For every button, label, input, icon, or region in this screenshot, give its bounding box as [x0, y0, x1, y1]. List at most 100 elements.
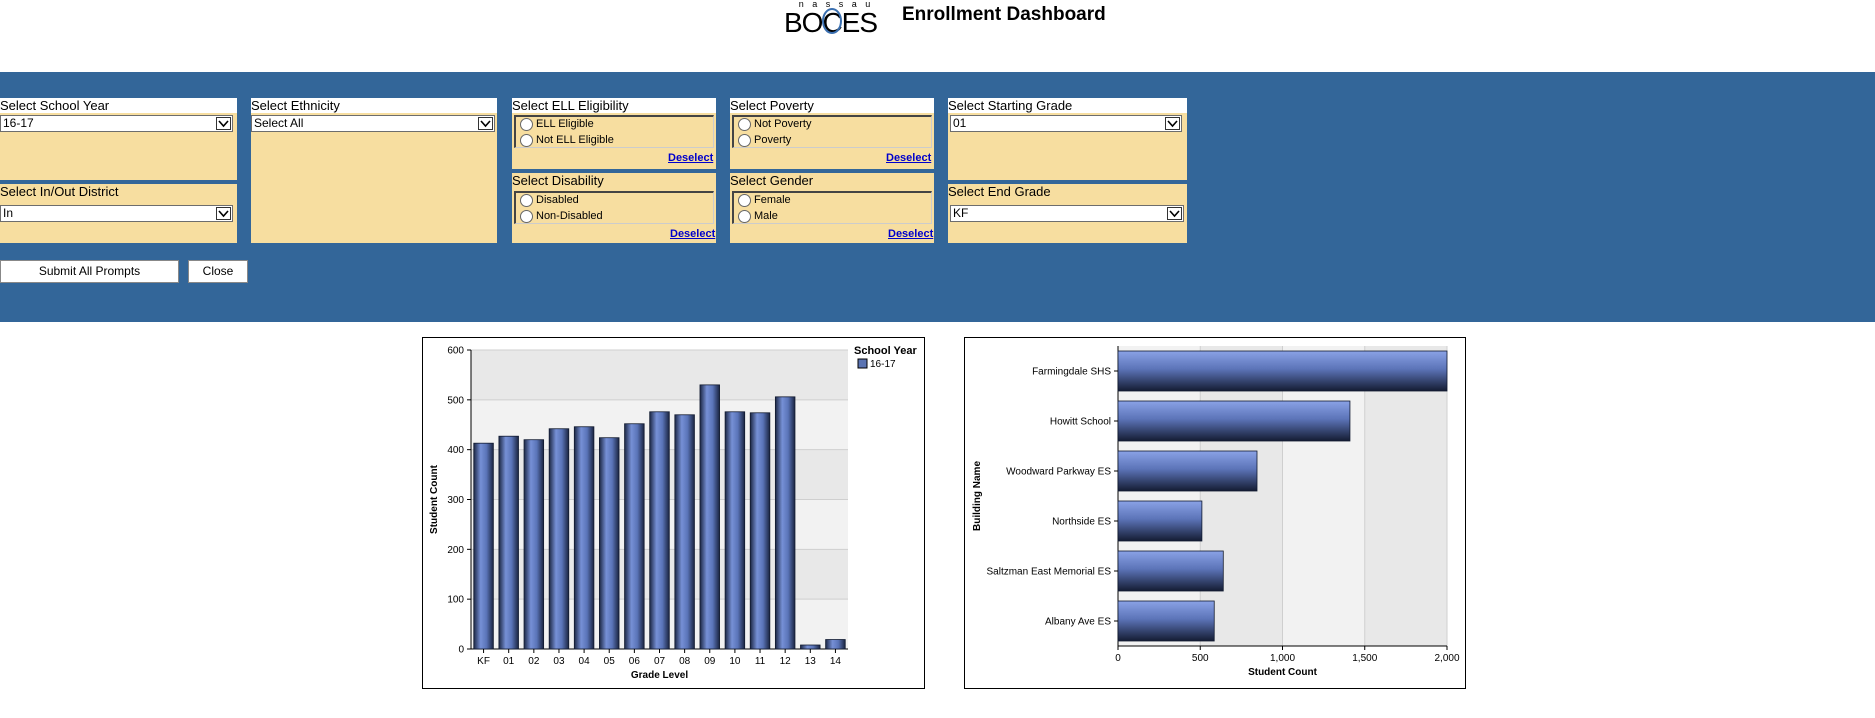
female-option[interactable]: Female	[738, 193, 791, 208]
ethnicity-value: Select All	[254, 116, 304, 130]
plot-band	[471, 350, 848, 400]
ell-options: ELL Eligible Not ELL Eligible	[514, 115, 714, 148]
plot-band	[1118, 346, 1201, 646]
building-chart: 0 500 1,000 1,500 2,000 Farmingdale SHS Howitt…	[964, 337, 1466, 689]
in-out-district-select[interactable]: In	[0, 205, 233, 222]
bar	[573, 426, 595, 650]
not-ell-eligible-option[interactable]: Not ELL Eligible	[520, 133, 614, 148]
x-tick-label: 01	[503, 656, 515, 667]
bar	[800, 644, 821, 650]
gender-label: Select Gender	[730, 169, 934, 188]
y-tick-label: 100	[447, 595, 464, 606]
start-grade-select[interactable]: 01	[950, 115, 1182, 132]
logo-main-text: BOCES	[784, 7, 877, 36]
grade-level-chart: 0 100 200 300 400 500 600 KF 01 02 03 04 05 06 07 08 09 1…	[422, 337, 925, 689]
school-year-select[interactable]: 16-17	[0, 115, 233, 132]
ethnicity-label: Select Ethnicity	[251, 98, 497, 113]
bar	[825, 639, 846, 650]
plot-band	[1282, 346, 1365, 646]
disability-options: Disabled Non-Disabled	[514, 191, 714, 224]
bar	[1117, 350, 1448, 392]
not-poverty-option[interactable]: Not Poverty	[738, 117, 811, 132]
submit-all-prompts-button[interactable]: Submit All Prompts	[0, 260, 179, 283]
legend-swatch	[857, 358, 868, 369]
non-disabled-option[interactable]: Non-Disabled	[520, 209, 603, 224]
x-tick-label: 05	[604, 656, 616, 667]
y-tick-label: Northside ES	[1052, 517, 1111, 528]
y-tick-label: 600	[447, 346, 464, 357]
x-tick-label: 1,000	[1270, 653, 1295, 664]
poverty-label: Select Poverty	[730, 98, 934, 113]
male-option[interactable]: Male	[738, 209, 778, 224]
start-grade-value: 01	[953, 116, 967, 130]
bar	[1117, 550, 1224, 592]
page-header: n a s s a u BOCES Enrollment Dashboard	[0, 0, 1875, 72]
end-grade-value: KF	[953, 206, 969, 220]
close-button[interactable]: Close	[188, 260, 248, 283]
page-title: Enrollment Dashboard	[902, 4, 1106, 25]
bar	[1117, 500, 1203, 542]
chevron-down-icon[interactable]	[1165, 117, 1180, 130]
school-year-label: Select School Year	[0, 98, 237, 113]
radio-icon[interactable]	[520, 193, 533, 207]
y-tick-label: Farmingdale SHS	[1032, 367, 1111, 378]
x-tick-label: 13	[805, 656, 817, 667]
chevron-down-icon[interactable]	[216, 117, 231, 130]
bar	[473, 442, 494, 650]
bar	[548, 428, 570, 650]
end-grade-label: Select End Grade	[948, 180, 1187, 199]
chevron-down-icon[interactable]	[1167, 207, 1182, 220]
radio-icon[interactable]	[738, 117, 751, 131]
ell-deselect-link[interactable]: Deselect	[668, 152, 714, 164]
poverty-option[interactable]: Poverty	[738, 133, 791, 148]
y-tick-label: 200	[447, 545, 464, 556]
gender-deselect-link[interactable]: Deselect	[888, 228, 934, 240]
y-tick-label: 300	[447, 495, 464, 506]
x-tick-label: 02	[528, 656, 540, 667]
disability-label: Select Disability	[512, 169, 716, 188]
y-tick-label: Albany Ave ES	[1045, 617, 1111, 628]
legend-entry: 16-17	[870, 359, 896, 370]
bar	[749, 412, 771, 650]
bar	[1117, 600, 1215, 642]
x-tick-label: 08	[679, 656, 691, 667]
disabled-option[interactable]: Disabled	[520, 193, 579, 208]
x-tick-label: 500	[1192, 653, 1209, 664]
poverty-deselect-link[interactable]: Deselect	[886, 152, 932, 164]
radio-icon[interactable]	[520, 117, 533, 131]
bar	[1117, 400, 1351, 442]
bar	[523, 439, 545, 650]
x-tick-label: 07	[654, 656, 666, 667]
building-chart-svg: 0 500 1,000 1,500 2,000 Farmingdale SHS Howitt…	[972, 346, 1460, 678]
ell-eligible-option[interactable]: ELL Eligible	[520, 117, 594, 132]
bar	[674, 414, 695, 650]
bar	[624, 423, 645, 650]
boces-logo: n a s s a u BOCES	[784, 0, 878, 36]
y-tick-label: Saltzman East Memorial ES	[987, 567, 1112, 578]
y-tick-label: Howitt School	[1050, 417, 1111, 428]
x-tick-label: 04	[579, 656, 591, 667]
radio-icon[interactable]	[520, 133, 533, 147]
grade-level-chart-svg: 0 100 200 300 400 500 600 KF 01 02 03 04 05 06 07 08 09 1…	[429, 345, 917, 681]
radio-icon[interactable]	[738, 209, 751, 223]
in-out-district-label: Select In/Out District	[0, 180, 237, 199]
x-tick-label: 2,000	[1434, 653, 1459, 664]
end-grade-select[interactable]: KF	[950, 205, 1184, 222]
chevron-down-icon[interactable]	[216, 207, 231, 220]
x-tick-label: 09	[704, 656, 716, 667]
logo-top-text: n a s s a u	[799, 0, 874, 9]
ethnicity-select[interactable]: Select All	[251, 115, 495, 132]
bar	[498, 435, 519, 650]
x-tick-label: KF	[477, 656, 490, 667]
x-tick-label: 06	[629, 656, 641, 667]
gender-options: Female Male	[732, 191, 932, 224]
radio-icon[interactable]	[738, 193, 751, 207]
x-tick-label: 11	[755, 656, 766, 667]
chevron-down-icon[interactable]	[478, 117, 493, 130]
y-axis-label: Building Name	[972, 461, 983, 531]
radio-icon[interactable]	[520, 209, 533, 223]
y-axis-label: Student Count	[429, 464, 440, 534]
radio-icon[interactable]	[738, 133, 751, 147]
disability-deselect-link[interactable]: Deselect	[670, 228, 716, 240]
ell-label: Select ELL Eligibility	[512, 98, 716, 113]
